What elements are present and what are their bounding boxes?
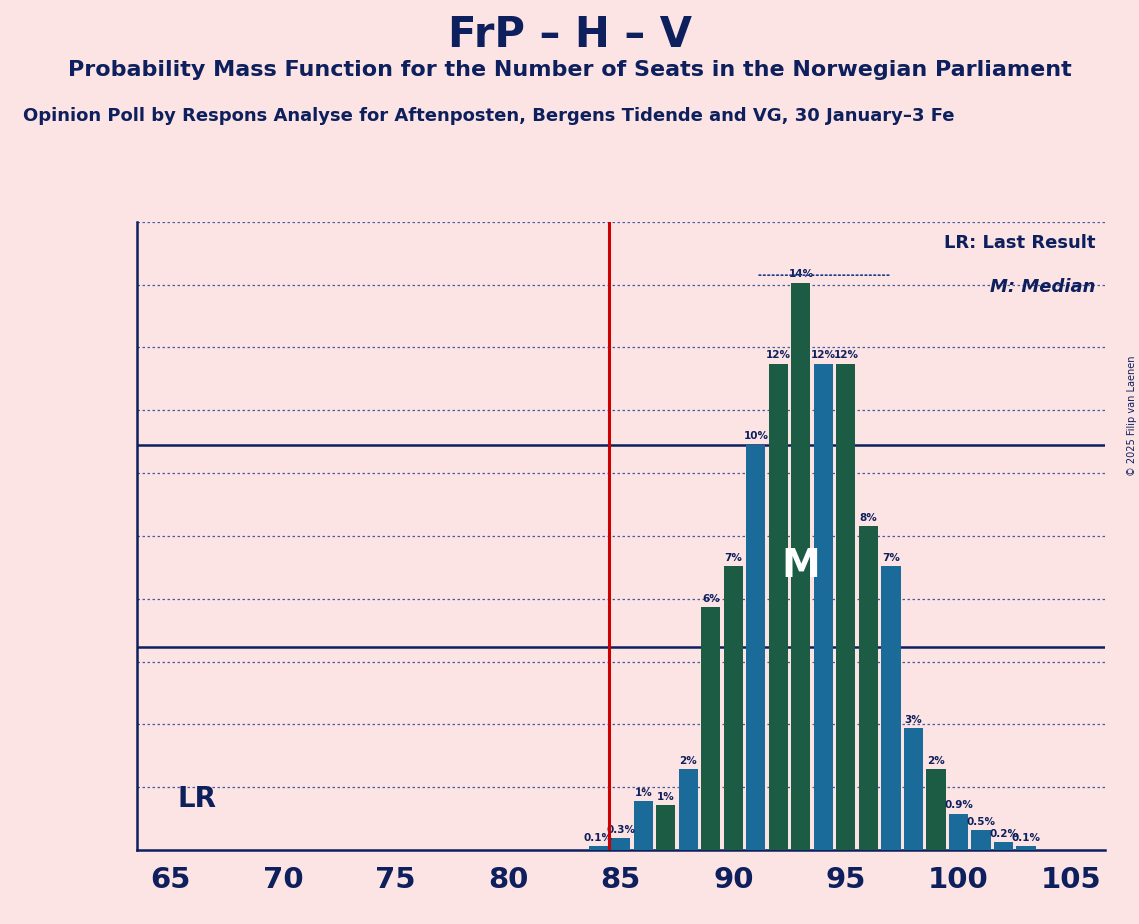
Text: 0.2%: 0.2%: [989, 829, 1018, 839]
Text: 0.1%: 0.1%: [584, 833, 613, 843]
Bar: [926, 769, 945, 850]
Text: Probability Mass Function for the Number of Seats in the Norwegian Parliament: Probability Mass Function for the Number…: [67, 60, 1072, 80]
Text: 10%: 10%: [744, 432, 769, 442]
Text: 12%: 12%: [811, 350, 836, 360]
Text: 12%: 12%: [765, 350, 790, 360]
Text: 14%: 14%: [788, 269, 813, 279]
Bar: [746, 444, 765, 850]
Text: 2%: 2%: [927, 756, 945, 766]
Text: LR: LR: [178, 785, 216, 813]
Bar: [769, 364, 788, 850]
Text: 1%: 1%: [634, 788, 653, 798]
Text: 0.5%: 0.5%: [967, 817, 995, 827]
Bar: [882, 566, 901, 850]
Bar: [1016, 846, 1035, 850]
Bar: [904, 728, 923, 850]
Text: FrP – H – V: FrP – H – V: [448, 14, 691, 55]
Bar: [949, 814, 968, 850]
Bar: [612, 838, 630, 850]
Bar: [792, 283, 811, 850]
Text: Opinion Poll by Respons Analyse for Aftenposten, Bergens Tidende and VG, 30 Janu: Opinion Poll by Respons Analyse for Afte…: [23, 107, 954, 125]
Bar: [836, 364, 855, 850]
Text: M: Median: M: Median: [990, 278, 1095, 297]
Text: 7%: 7%: [882, 553, 900, 563]
Text: 6%: 6%: [702, 593, 720, 603]
Text: 8%: 8%: [860, 513, 877, 523]
Text: 0.9%: 0.9%: [944, 800, 973, 810]
Text: 7%: 7%: [724, 553, 743, 563]
Bar: [814, 364, 833, 850]
Text: 0.3%: 0.3%: [606, 825, 636, 834]
Bar: [679, 769, 698, 850]
Text: 12%: 12%: [834, 350, 859, 360]
Bar: [589, 846, 608, 850]
Bar: [994, 842, 1013, 850]
Bar: [656, 806, 675, 850]
Text: LR: Last Result: LR: Last Result: [943, 235, 1095, 252]
Bar: [723, 566, 743, 850]
Bar: [972, 830, 991, 850]
Text: © 2025 Filip van Laenen: © 2025 Filip van Laenen: [1126, 356, 1137, 476]
Text: 0.1%: 0.1%: [1011, 833, 1041, 843]
Text: 1%: 1%: [657, 792, 674, 802]
Text: 2%: 2%: [680, 756, 697, 766]
Text: M: M: [781, 547, 820, 585]
Bar: [859, 526, 878, 850]
Text: 3%: 3%: [904, 715, 923, 725]
Bar: [633, 801, 653, 850]
Bar: [702, 607, 720, 850]
